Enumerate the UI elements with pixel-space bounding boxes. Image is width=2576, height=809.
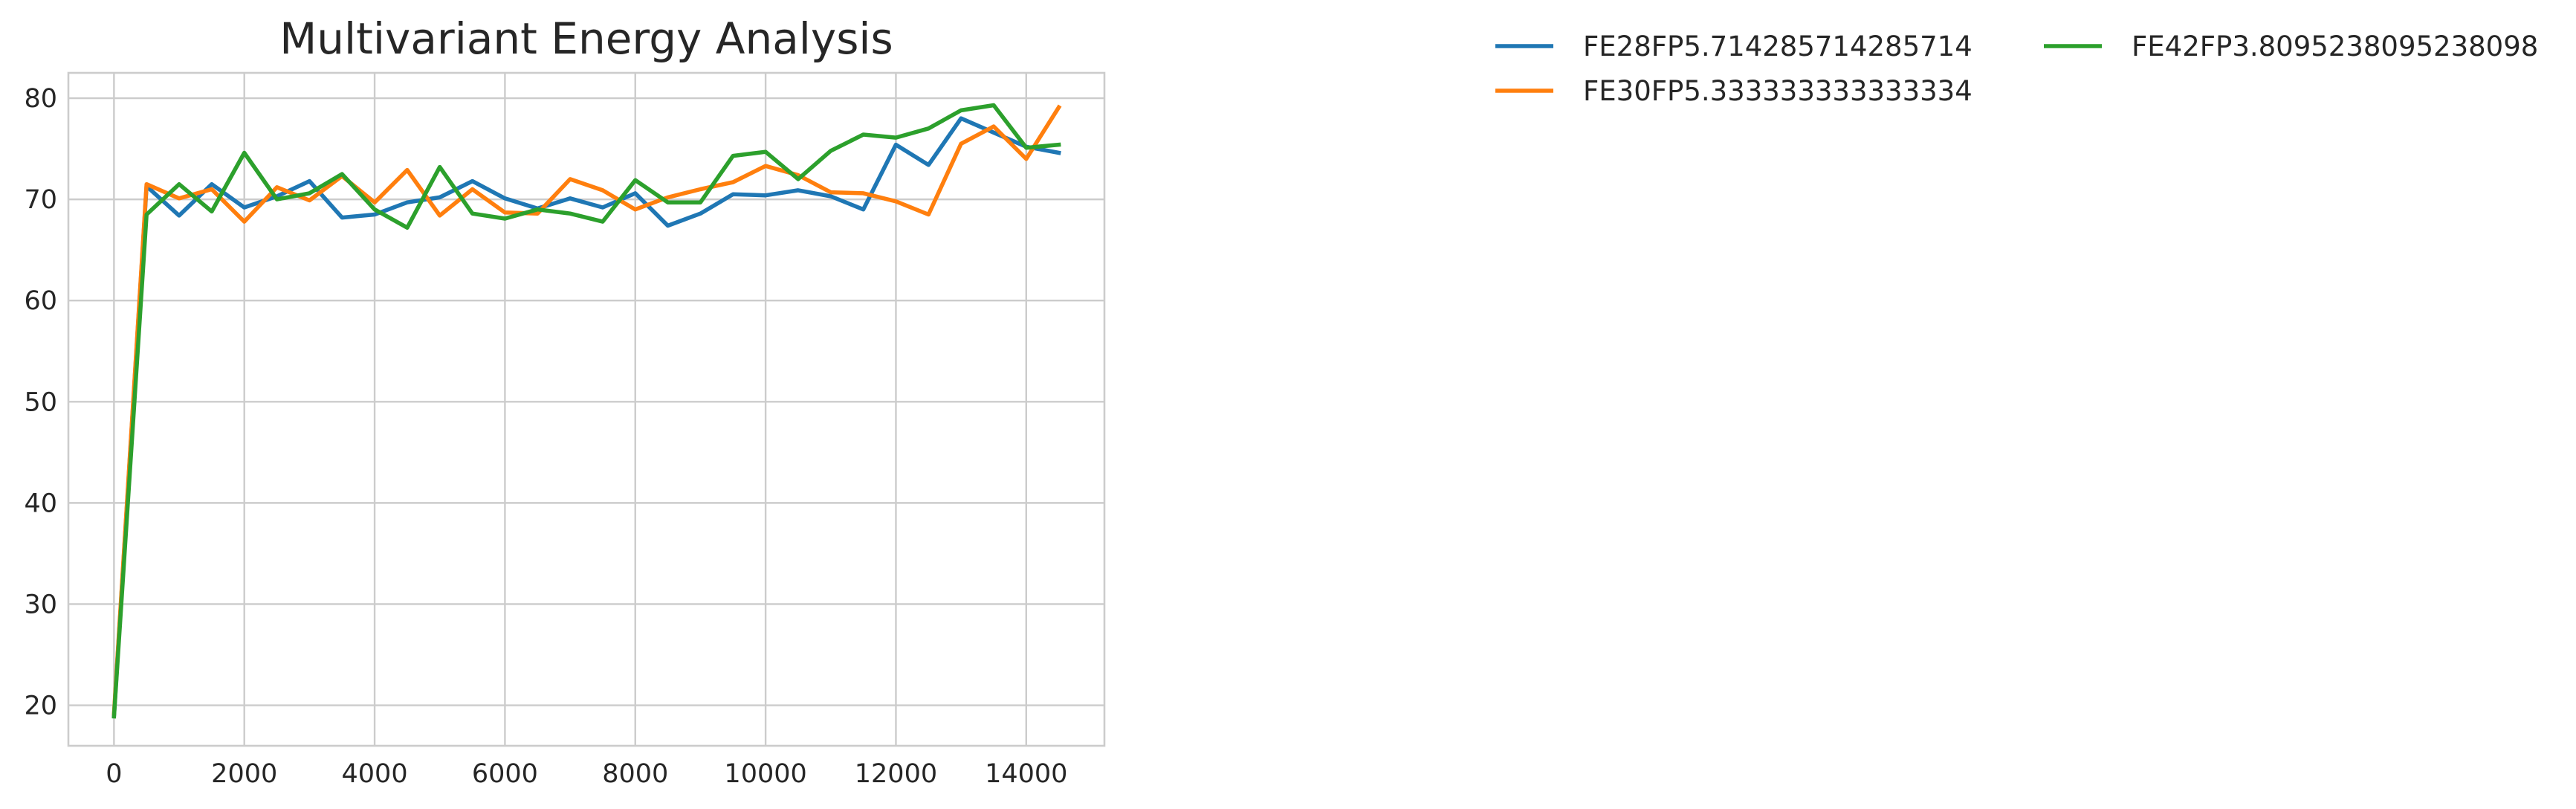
legend: FE28FP5.714285714285714 FE30FP5.333333333… (1495, 30, 2538, 107)
y-tick-label: 30 (24, 590, 57, 619)
grid-lines (68, 73, 1104, 746)
x-tick-label: 4000 (342, 759, 408, 789)
x-tick-label: 12000 (855, 759, 937, 789)
y-tick-label: 60 (24, 286, 57, 316)
series-line-2 (111, 104, 1062, 716)
x-tick-label: 8000 (602, 759, 668, 789)
x-tick-label: 10000 (724, 759, 806, 789)
axes-frame (67, 71, 1106, 747)
y-tick-label: 70 (24, 185, 57, 215)
x-tick-label: 0 (106, 759, 122, 789)
y-tick-label: 40 (24, 489, 57, 518)
legend-label-1: FE28FP5.714285714285714 (1583, 30, 1973, 62)
y-tick-label: 20 (24, 692, 57, 721)
plot-series (111, 103, 1062, 719)
legend-label-3: FE42FP3.8095238095238098 (2132, 30, 2538, 62)
series-line-1 (111, 116, 1061, 718)
tick-labels: 0 2000 4000 6000 8000 10000 12000 14000 20 30 40 50… (24, 84, 1067, 789)
chart-title: Multivariant Energy Analysis (279, 13, 893, 64)
x-tick-label: 2000 (211, 759, 277, 789)
series-line-3 (111, 103, 1061, 719)
y-tick-label: 50 (24, 387, 57, 417)
x-tick-label: 14000 (985, 759, 1067, 789)
y-tick-label: 80 (24, 84, 57, 114)
x-tick-label: 6000 (472, 759, 538, 789)
legend-label-2: FE30FP5.333333333333334 (1583, 75, 1973, 107)
